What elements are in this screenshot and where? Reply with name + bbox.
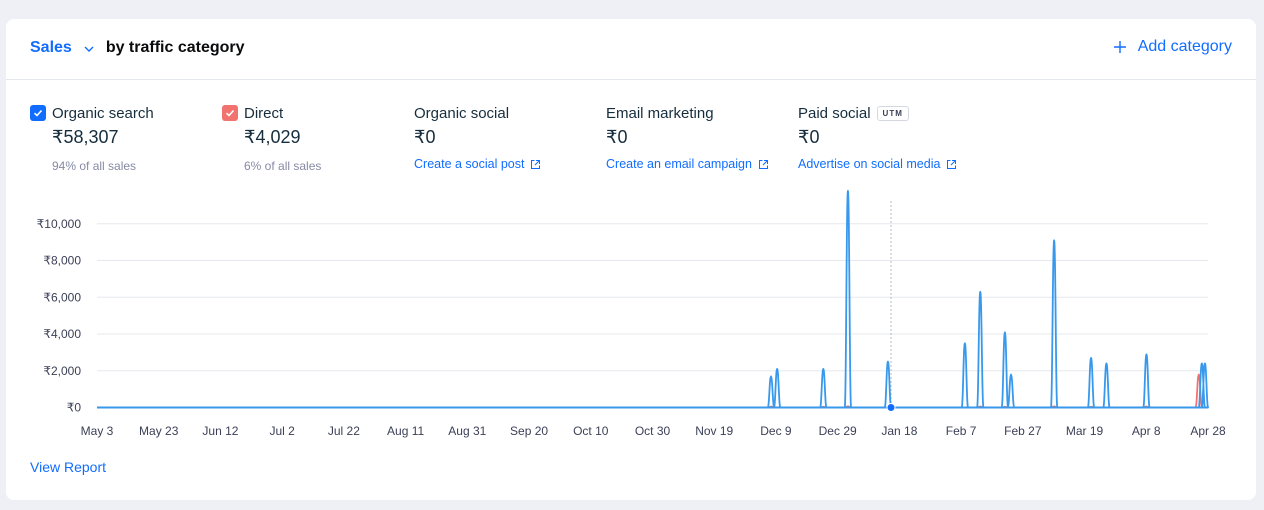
direct-series-line bbox=[97, 373, 1208, 409]
external-link-icon bbox=[758, 159, 768, 169]
category-name: Organic social bbox=[414, 104, 510, 122]
y-tick-label: ₹4,000 bbox=[43, 327, 81, 341]
check-icon bbox=[225, 109, 235, 117]
x-tick-label: Jan 18 bbox=[881, 424, 917, 438]
create-email-campaign-link[interactable]: Create an email campaign bbox=[606, 157, 769, 171]
category-name: Direct bbox=[244, 104, 284, 122]
x-tick-label: Nov 19 bbox=[695, 424, 733, 438]
category-value: ₹0 bbox=[798, 127, 820, 147]
x-tick-label: May 3 bbox=[81, 424, 114, 438]
organic-search-series-line bbox=[97, 189, 1210, 409]
check-icon bbox=[33, 109, 43, 117]
card-header: Sales by traffic category Add category bbox=[6, 19, 1256, 80]
category-name: Organic search bbox=[52, 104, 154, 122]
hover-point bbox=[886, 403, 896, 412]
category-value: ₹58,307 bbox=[52, 127, 119, 147]
view-report-link[interactable]: View Report bbox=[30, 459, 107, 475]
x-tick-label: Feb 7 bbox=[946, 424, 977, 438]
x-tick-label: Dec 9 bbox=[760, 424, 792, 438]
x-tick-label: Jul 2 bbox=[269, 424, 295, 438]
y-tick-label: ₹8,000 bbox=[43, 254, 81, 268]
external-link-icon bbox=[531, 159, 541, 169]
category-value: ₹4,029 bbox=[244, 127, 301, 147]
category-organic-search: Organic search ₹58,307 94% of all sales bbox=[30, 103, 154, 173]
x-tick-label: Feb 27 bbox=[1004, 424, 1042, 438]
direct-checkbox[interactable] bbox=[222, 105, 238, 121]
x-tick-label: Sep 20 bbox=[510, 424, 548, 438]
x-tick-label: Oct 10 bbox=[573, 424, 609, 438]
y-tick-label: ₹0 bbox=[67, 401, 82, 415]
organic-search-checkbox[interactable] bbox=[30, 105, 46, 121]
utm-badge: UTM bbox=[876, 105, 909, 121]
add-category-button[interactable]: Add category bbox=[1112, 38, 1232, 56]
x-tick-label: Jun 12 bbox=[202, 424, 238, 438]
category-paid-social: Paid social UTM ₹0 Advertise on social m… bbox=[798, 103, 957, 171]
category-name: Email marketing bbox=[606, 104, 714, 122]
create-social-post-link[interactable]: Create a social post bbox=[414, 157, 541, 171]
category-share: 6% of all sales bbox=[244, 159, 322, 173]
category-value: ₹0 bbox=[606, 127, 628, 147]
category-direct: Direct ₹4,029 6% of all sales bbox=[222, 103, 321, 173]
category-share: 94% of all sales bbox=[52, 159, 137, 173]
x-tick-label: Aug 11 bbox=[387, 424, 424, 438]
x-tick-label: Apr 28 bbox=[1190, 424, 1226, 438]
x-tick-label: Dec 29 bbox=[819, 424, 857, 438]
category-value: ₹0 bbox=[414, 127, 436, 147]
y-tick-label: ₹10,000 bbox=[37, 217, 82, 231]
category-email-marketing: Email marketing ₹0 Create an email campa… bbox=[606, 103, 769, 171]
category-name: Paid social bbox=[798, 104, 871, 122]
title-text: by traffic category bbox=[105, 39, 245, 56]
plus-icon bbox=[1113, 41, 1126, 53]
x-tick-label: Aug 31 bbox=[448, 424, 486, 438]
x-tick-label: Jul 22 bbox=[328, 424, 360, 438]
add-category-label: Add category bbox=[1137, 38, 1232, 55]
link-label: Create an email campaign bbox=[606, 157, 752, 171]
y-tick-label: ₹6,000 bbox=[43, 290, 81, 304]
x-tick-label: Mar 19 bbox=[1066, 424, 1104, 438]
card-title: Sales by traffic category bbox=[30, 39, 245, 57]
external-link-icon bbox=[947, 159, 957, 169]
metric-dropdown[interactable]: Sales bbox=[30, 39, 72, 56]
link-label: Create a social post bbox=[414, 157, 525, 171]
advertise-social-media-link[interactable]: Advertise on social media bbox=[798, 157, 957, 171]
y-tick-label: ₹2,000 bbox=[43, 364, 81, 378]
sales-chart[interactable]: ₹0 ₹2,000 ₹4,000 ₹6,000 ₹8,000 ₹10,000 May 3 Ma… bbox=[6, 19, 1256, 449]
sales-card: Sales by traffic category Add category O… bbox=[6, 19, 1256, 500]
x-tick-label: Oct 30 bbox=[635, 424, 671, 438]
category-organic-social: Organic social ₹0 Create a social post bbox=[414, 103, 541, 171]
chevron-down-icon[interactable] bbox=[82, 42, 96, 56]
x-tick-label: Apr 8 bbox=[1132, 424, 1161, 438]
x-tick-label: May 23 bbox=[139, 424, 179, 438]
link-label: Advertise on social media bbox=[798, 157, 941, 171]
